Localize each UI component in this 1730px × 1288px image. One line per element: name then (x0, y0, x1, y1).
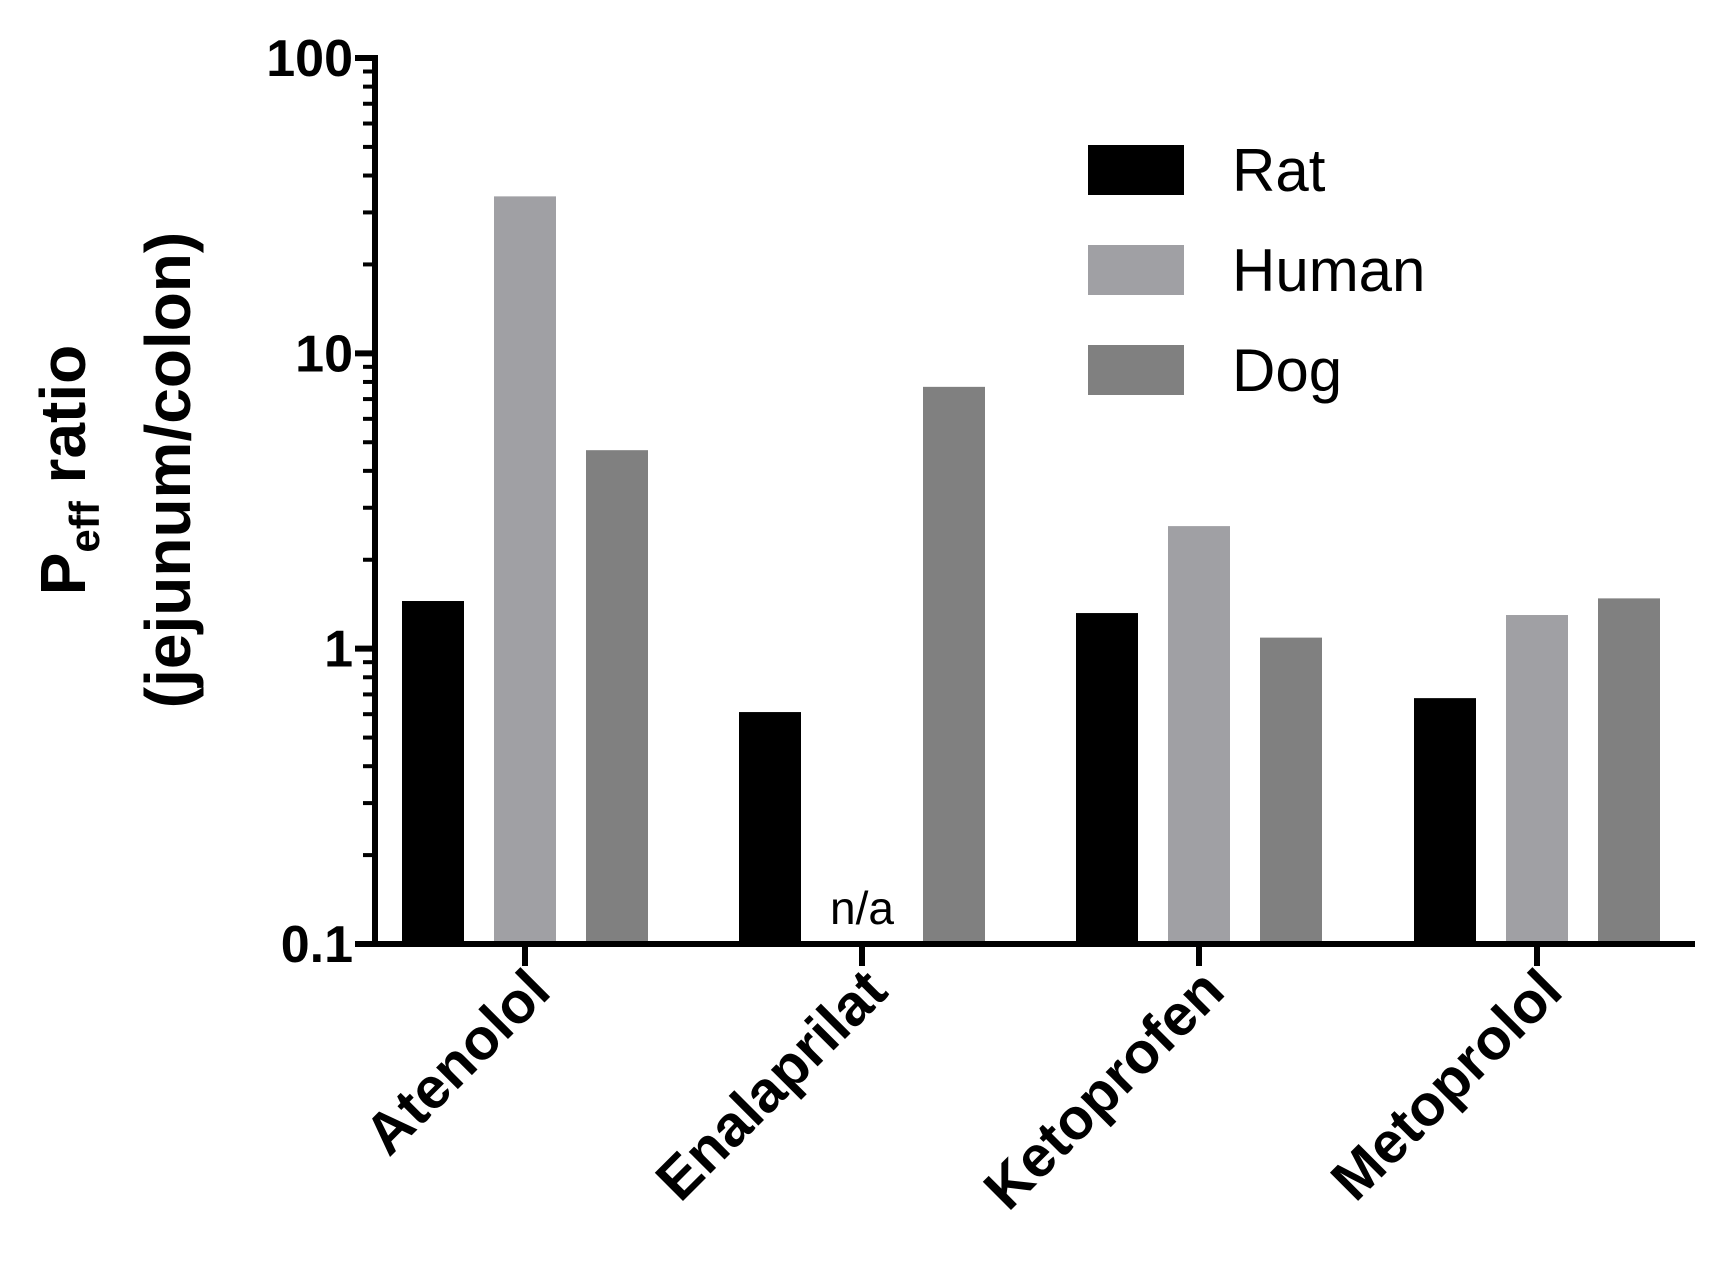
bar-ketoprofen-human (1168, 526, 1230, 944)
y-axis-label: Peff ratio (27, 345, 108, 596)
x-tick-label-enalaprilat: Enalaprilat (644, 957, 900, 1213)
legend-swatch-rat (1088, 145, 1184, 195)
y-tick-label: 1 (324, 621, 353, 679)
y-tick-label: 100 (266, 30, 353, 88)
bar-ketoprofen-dog (1260, 637, 1322, 944)
legend-swatch-human (1088, 245, 1184, 295)
legend-label-dog: Dog (1232, 337, 1342, 404)
y-tick-label: 10 (295, 325, 353, 383)
y-tick-labels: 0.1 1 10 100 (266, 30, 353, 974)
bar-enalaprilat-rat (739, 712, 801, 944)
axes-layer (355, 55, 1695, 966)
bar-atenolol-dog (586, 450, 648, 944)
bar-metoprolol-dog (1598, 598, 1660, 944)
legend-swatch-dog (1088, 345, 1184, 395)
bar-enalaprilat-dog (923, 386, 985, 944)
bar-ketoprofen-rat (1076, 613, 1138, 944)
legend-label-rat: Rat (1232, 137, 1326, 204)
bar-metoprolol-human (1506, 615, 1568, 944)
x-tick-label-metoprolol: Metoprolol (1319, 957, 1575, 1213)
y-axis-label-line2: (jejunum/colon) (132, 232, 204, 708)
x-tick-labels: Atenolol Enalaprilat Ketoprofen Metoprolol (352, 957, 1574, 1222)
legend: Rat Human Dog (1088, 137, 1425, 404)
x-tick-label-atenolol: Atenolol (352, 957, 562, 1167)
bar-metoprolol-rat (1414, 698, 1476, 944)
bar-atenolol-human (494, 196, 556, 945)
bar-atenolol-rat (402, 601, 464, 944)
bars-layer (402, 196, 1660, 945)
x-tick-label-ketoprofen: Ketoprofen (972, 957, 1237, 1222)
annotations-layer: n/a (830, 882, 894, 934)
y-tick-label: 0.1 (281, 916, 353, 974)
legend-label-human: Human (1232, 237, 1425, 304)
annotation-na: n/a (830, 882, 894, 934)
